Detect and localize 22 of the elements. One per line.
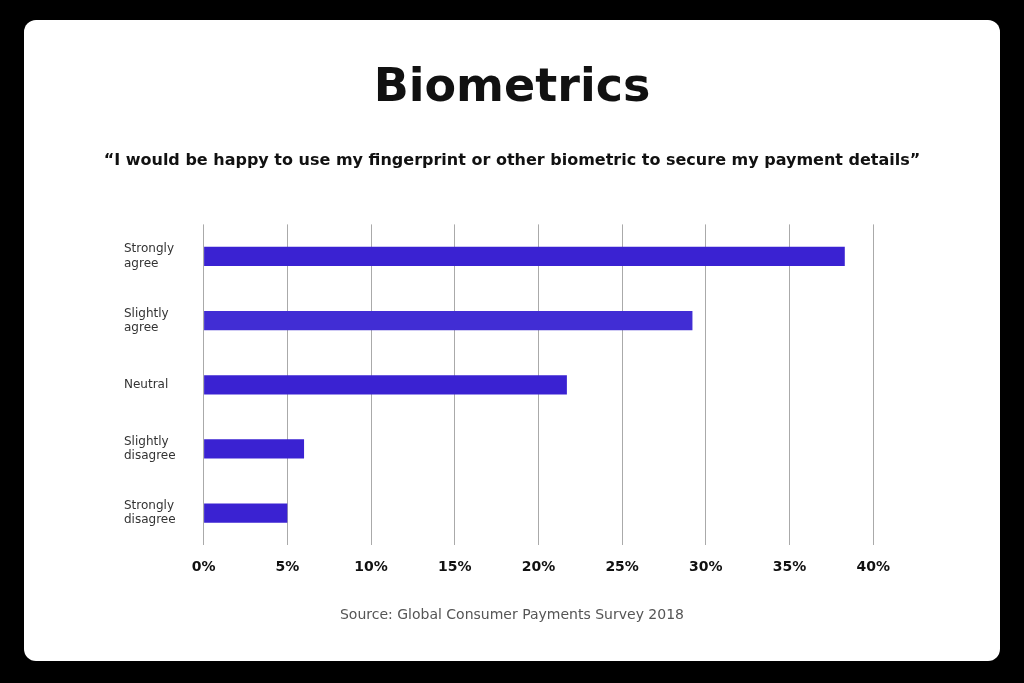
x-tick-label: 25%: [605, 558, 639, 575]
chart-title: Biometrics: [372, 58, 652, 112]
bar: [204, 439, 305, 459]
y-tick-label: Neutral: [124, 376, 169, 391]
bar: [204, 311, 693, 331]
y-tick-label: Strongly agree: [124, 241, 174, 270]
y-tick-label: Slightly agree: [124, 305, 169, 334]
x-tick-label: 20%: [521, 558, 556, 575]
bar: [204, 246, 845, 267]
y-tick-label: Slightly disagree: [124, 433, 176, 463]
bar: [204, 503, 288, 523]
x-tick-label: 15%: [437, 558, 472, 575]
bar: [204, 375, 567, 395]
x-tick-label: 0%: [191, 558, 216, 575]
x-tick-label: 5%: [275, 558, 300, 575]
x-tick-label: 10%: [354, 558, 388, 575]
x-tick-label: 40%: [856, 558, 890, 575]
x-tick-label: 30%: [689, 558, 723, 575]
x-tick-label: 35%: [772, 558, 807, 575]
y-tick-label: Strongly disagree: [124, 498, 176, 527]
source-note: Source: Global Consumer Payments Survey 2018: [339, 606, 685, 622]
chart-subtitle: “I would be happy to use my fingerprint or other biometric to secure my payment details”: [102, 150, 922, 169]
